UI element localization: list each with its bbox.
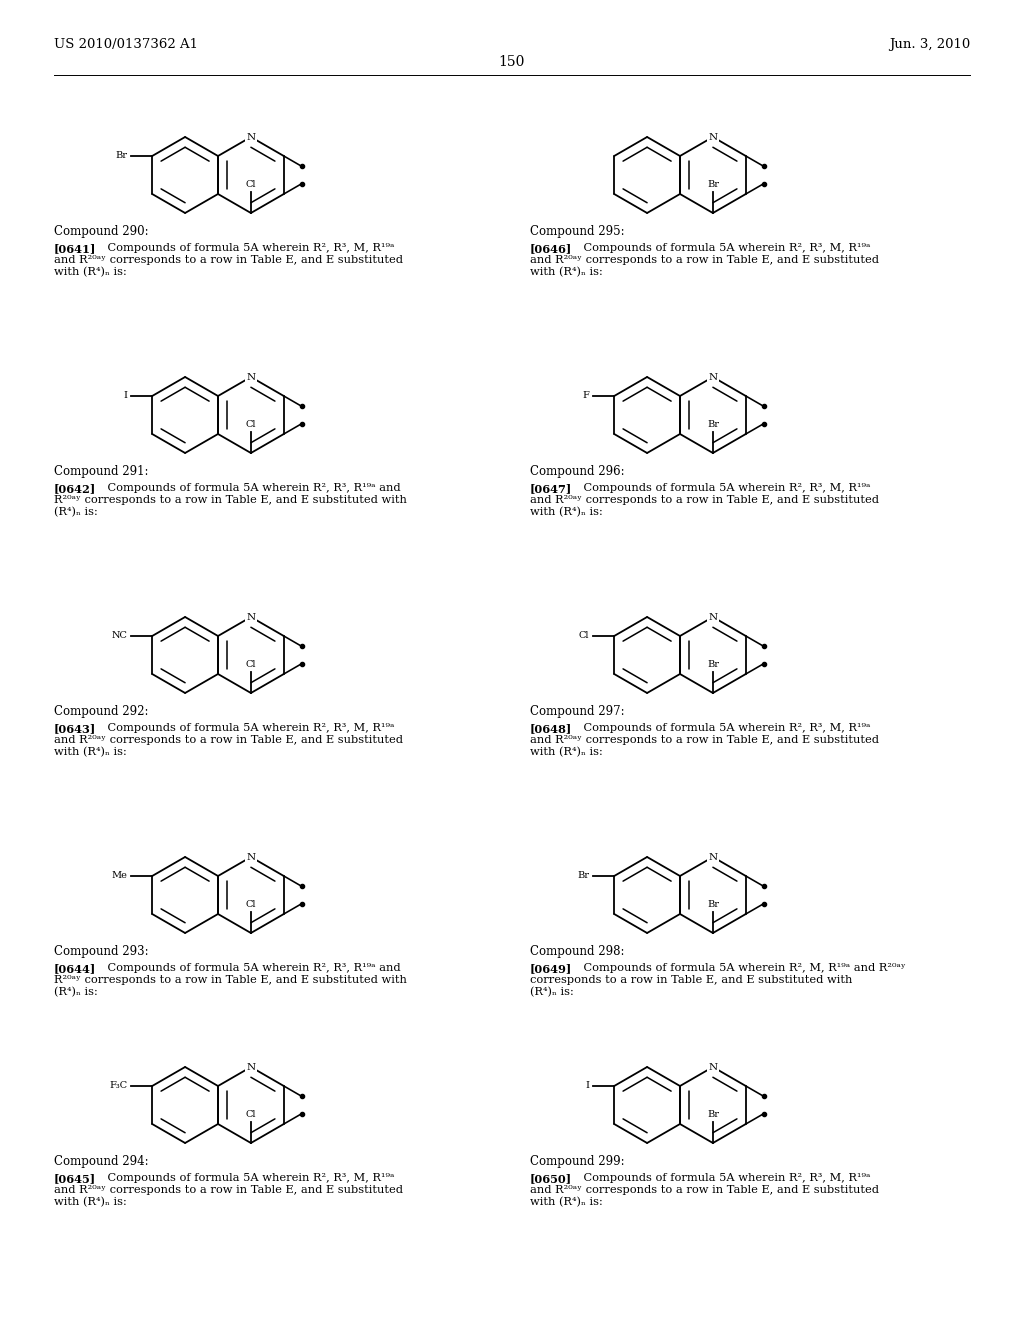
Text: N: N — [247, 853, 255, 862]
Text: with (R⁴)ₙ is:: with (R⁴)ₙ is: — [530, 507, 603, 517]
Text: N: N — [709, 132, 718, 141]
Text: Compounds of formula 5A wherein R², R³, R¹⁹ᵃ and: Compounds of formula 5A wherein R², R³, … — [92, 483, 400, 492]
Text: [0641]: [0641] — [54, 243, 96, 253]
Text: Me: Me — [112, 871, 127, 880]
Text: N: N — [247, 132, 255, 141]
Text: I: I — [124, 392, 127, 400]
Text: and R²⁰ᵃʸ corresponds to a row in Table E, and E substituted: and R²⁰ᵃʸ corresponds to a row in Table … — [530, 495, 879, 504]
Text: Compound 295:: Compound 295: — [530, 224, 625, 238]
Text: [0647]: [0647] — [530, 483, 572, 494]
Text: Cl: Cl — [579, 631, 590, 640]
Text: and R²⁰ᵃʸ corresponds to a row in Table E, and E substituted: and R²⁰ᵃʸ corresponds to a row in Table … — [530, 735, 879, 744]
Text: Compounds of formula 5A wherein R², R³, M, R¹⁹ᵃ: Compounds of formula 5A wherein R², R³, … — [92, 1173, 394, 1183]
Text: [0648]: [0648] — [530, 723, 572, 734]
Text: N: N — [247, 372, 255, 381]
Text: F₃C: F₃C — [110, 1081, 127, 1090]
Text: Br: Br — [707, 660, 719, 669]
Text: Br: Br — [707, 181, 719, 190]
Text: Cl: Cl — [246, 1110, 256, 1119]
Text: N: N — [709, 612, 718, 622]
Text: Compound 290:: Compound 290: — [54, 224, 148, 238]
Text: [0642]: [0642] — [54, 483, 96, 494]
Text: Compounds of formula 5A wherein R², R³, M, R¹⁹ᵃ: Compounds of formula 5A wherein R², R³, … — [92, 243, 394, 253]
Text: Compound 292:: Compound 292: — [54, 705, 148, 718]
Text: I: I — [586, 1081, 590, 1090]
Text: [0650]: [0650] — [530, 1173, 572, 1184]
Text: Compounds of formula 5A wherein R², R³, R¹⁹ᵃ and: Compounds of formula 5A wherein R², R³, … — [92, 964, 400, 973]
Text: Compounds of formula 5A wherein R², R³, M, R¹⁹ᵃ: Compounds of formula 5A wherein R², R³, … — [568, 1173, 869, 1183]
Text: Br: Br — [578, 871, 590, 880]
Text: with (R⁴)ₙ is:: with (R⁴)ₙ is: — [54, 1197, 127, 1206]
Text: Br: Br — [707, 1110, 719, 1119]
Text: [0646]: [0646] — [530, 243, 572, 253]
Text: Compounds of formula 5A wherein R², M, R¹⁹ᵃ and R²⁰ᵃʸ: Compounds of formula 5A wherein R², M, R… — [568, 964, 905, 973]
Text: Compound 296:: Compound 296: — [530, 465, 625, 478]
Text: F: F — [583, 392, 590, 400]
Text: NC: NC — [112, 631, 127, 640]
Text: Compound 293:: Compound 293: — [54, 945, 148, 958]
Text: (R⁴)ₙ is:: (R⁴)ₙ is: — [54, 987, 97, 997]
Text: and R²⁰ᵃʸ corresponds to a row in Table E, and E substituted: and R²⁰ᵃʸ corresponds to a row in Table … — [530, 255, 879, 265]
Text: with (R⁴)ₙ is:: with (R⁴)ₙ is: — [54, 267, 127, 277]
Text: N: N — [709, 372, 718, 381]
Text: Compounds of formula 5A wherein R², R³, M, R¹⁹ᵃ: Compounds of formula 5A wherein R², R³, … — [568, 723, 869, 733]
Text: [0649]: [0649] — [530, 964, 572, 974]
Text: [0644]: [0644] — [54, 964, 96, 974]
Text: (R⁴)ₙ is:: (R⁴)ₙ is: — [530, 987, 573, 997]
Text: with (R⁴)ₙ is:: with (R⁴)ₙ is: — [530, 747, 603, 758]
Text: Compounds of formula 5A wherein R², R³, M, R¹⁹ᵃ: Compounds of formula 5A wherein R², R³, … — [568, 243, 869, 253]
Text: and R²⁰ᵃʸ corresponds to a row in Table E, and E substituted: and R²⁰ᵃʸ corresponds to a row in Table … — [54, 255, 403, 265]
Text: US 2010/0137362 A1: US 2010/0137362 A1 — [54, 38, 198, 51]
Text: Compound 291:: Compound 291: — [54, 465, 148, 478]
Text: Br: Br — [707, 421, 719, 429]
Text: and R²⁰ᵃʸ corresponds to a row in Table E, and E substituted: and R²⁰ᵃʸ corresponds to a row in Table … — [530, 1185, 879, 1195]
Text: R²⁰ᵃʸ corresponds to a row in Table E, and E substituted with: R²⁰ᵃʸ corresponds to a row in Table E, a… — [54, 975, 407, 985]
Text: Compound 294:: Compound 294: — [54, 1155, 148, 1168]
Text: Cl: Cl — [246, 900, 256, 909]
Text: Br: Br — [707, 900, 719, 909]
Text: Br: Br — [116, 152, 127, 161]
Text: N: N — [247, 1063, 255, 1072]
Text: R²⁰ᵃʸ corresponds to a row in Table E, and E substituted with: R²⁰ᵃʸ corresponds to a row in Table E, a… — [54, 495, 407, 504]
Text: N: N — [709, 1063, 718, 1072]
Text: [0645]: [0645] — [54, 1173, 96, 1184]
Text: 150: 150 — [499, 55, 525, 69]
Text: N: N — [709, 853, 718, 862]
Text: with (R⁴)ₙ is:: with (R⁴)ₙ is: — [530, 1197, 603, 1206]
Text: corresponds to a row in Table E, and E substituted with: corresponds to a row in Table E, and E s… — [530, 975, 852, 985]
Text: Compounds of formula 5A wherein R², R³, M, R¹⁹ᵃ: Compounds of formula 5A wherein R², R³, … — [568, 483, 869, 492]
Text: Compound 298:: Compound 298: — [530, 945, 625, 958]
Text: and R²⁰ᵃʸ corresponds to a row in Table E, and E substituted: and R²⁰ᵃʸ corresponds to a row in Table … — [54, 1185, 403, 1195]
Text: Compound 299:: Compound 299: — [530, 1155, 625, 1168]
Text: with (R⁴)ₙ is:: with (R⁴)ₙ is: — [54, 747, 127, 758]
Text: Cl: Cl — [246, 660, 256, 669]
Text: with (R⁴)ₙ is:: with (R⁴)ₙ is: — [530, 267, 603, 277]
Text: Cl: Cl — [246, 421, 256, 429]
Text: Jun. 3, 2010: Jun. 3, 2010 — [889, 38, 970, 51]
Text: N: N — [247, 612, 255, 622]
Text: Compounds of formula 5A wherein R², R³, M, R¹⁹ᵃ: Compounds of formula 5A wherein R², R³, … — [92, 723, 394, 733]
Text: Compound 297:: Compound 297: — [530, 705, 625, 718]
Text: and R²⁰ᵃʸ corresponds to a row in Table E, and E substituted: and R²⁰ᵃʸ corresponds to a row in Table … — [54, 735, 403, 744]
Text: [0643]: [0643] — [54, 723, 96, 734]
Text: Cl: Cl — [246, 181, 256, 190]
Text: (R⁴)ₙ is:: (R⁴)ₙ is: — [54, 507, 97, 517]
